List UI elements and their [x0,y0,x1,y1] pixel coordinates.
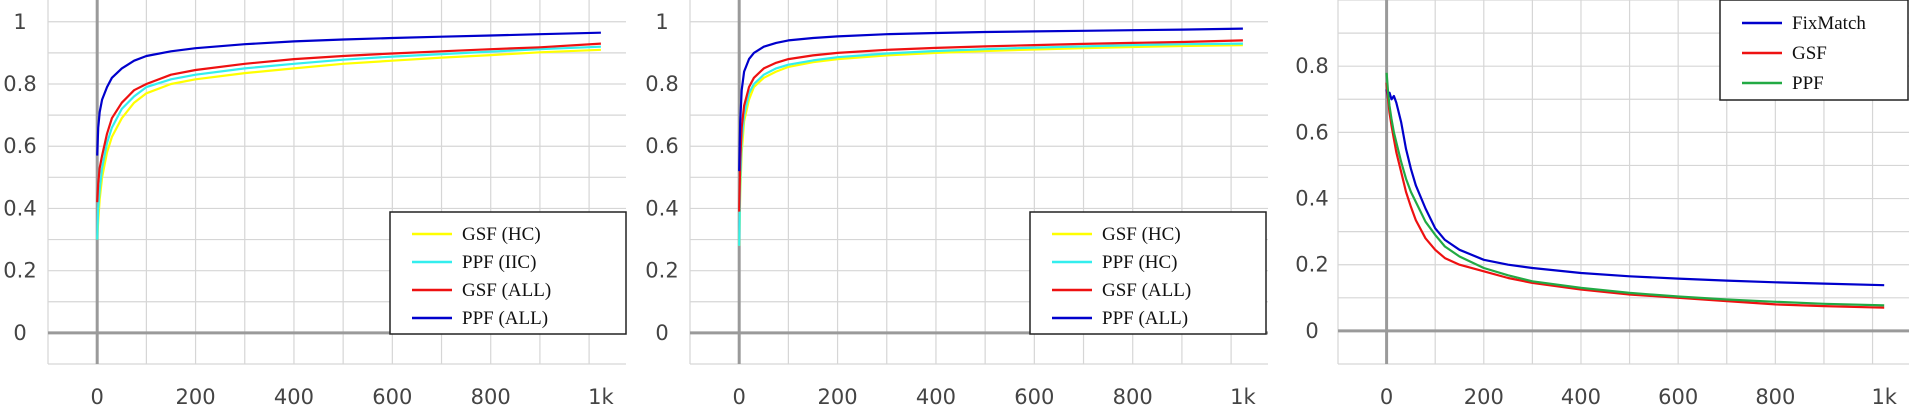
legend-label: GSF [1792,43,1827,64]
legend-label: GSF (ALL) [462,280,551,301]
y-tick-label: 1 [13,10,26,34]
y-tick-label: 0.2 [1295,253,1328,277]
series-line-2 [1385,82,1885,309]
chart-2: 0 0.2 0.4 0.6 0.8 1 0 200 400 600 800 1k GSF (HC) PPF… [645,0,1268,409]
x-tick-label: 200 [1464,385,1504,409]
x-tick-label: 400 [916,385,956,409]
legend-box [1029,211,1267,335]
y-tick-label: 0.6 [1295,120,1328,144]
chart-1: 0 0.2 0.4 0.6 0.8 1 0 200 400 600 800 1k GSF (HC) PPF… [3,0,627,409]
legend-label: PPF (IIC) [462,252,536,273]
series-line-3 [1385,72,1885,307]
legend: GSF (HC) PPF (IIC) GSF (ALL) PPF (ALL) [389,211,627,335]
y-tick-label: 0.4 [1295,187,1328,211]
x-tick-label: 800 [1113,385,1153,409]
legend-label: FixMatch [1792,13,1866,34]
x-tick-label: 800 [1755,385,1795,409]
legend-box [389,211,627,335]
x-tick-label: 200 [176,385,216,409]
x-tick-label: 1k [588,385,614,409]
y-tick-label: 0.8 [1295,54,1328,78]
y-tick-label: 0 [655,321,668,345]
x-tick-label: 1k [1230,385,1256,409]
legend-label: PPF (ALL) [1102,308,1188,329]
x-tick-label: 1k [1871,385,1897,409]
y-tick-label: 0 [13,321,26,345]
y-tick-label: 0.8 [3,72,36,96]
x-tick-label: 600 [1658,385,1698,409]
x-tick-label: 0 [733,385,746,409]
x-tick-label: 400 [274,385,314,409]
x-tick-label: 0 [91,385,104,409]
y-tick-label: 0.8 [645,72,678,96]
grid [689,0,1268,365]
y-tick-label: 0.4 [3,196,36,220]
y-tick-label: 0 [1305,319,1318,343]
legend-label: GSF (HC) [462,224,541,245]
chart-3: 0 0.2 0.4 0.6 0.8 0 200 400 600 800 1k FixMatch GSF P… [1295,0,1909,409]
legend: FixMatch GSF PPF [1719,0,1909,101]
x-tick-label: 600 [1014,385,1054,409]
y-tick-label: 0.2 [645,259,678,283]
series-line-3 [738,39,1243,212]
series-line-3 [96,42,601,203]
x-tick-label: 600 [372,385,412,409]
legend-label: GSF (HC) [1102,224,1181,245]
legend-label: GSF (ALL) [1102,280,1191,301]
legend-label: PPF (ALL) [462,308,548,329]
legend: GSF (HC) PPF (HC) GSF (ALL) PPF (ALL) [1029,211,1267,335]
series-line-1 [1385,89,1885,287]
y-tick-label: 0.4 [645,196,678,220]
x-tick-label: 800 [471,385,511,409]
legend-label: PPF (HC) [1102,252,1178,273]
y-tick-label: 1 [655,10,668,34]
series-line-2 [96,45,601,240]
x-tick-label: 0 [1380,385,1393,409]
series-line-4 [738,27,1243,172]
series-line-4 [96,31,601,156]
x-tick-label: 400 [1561,385,1601,409]
legend-label: PPF [1792,73,1824,94]
x-tick-label: 200 [818,385,858,409]
y-tick-label: 0.6 [645,134,678,158]
y-tick-label: 0.6 [3,134,36,158]
y-tick-label: 0.2 [3,259,36,283]
